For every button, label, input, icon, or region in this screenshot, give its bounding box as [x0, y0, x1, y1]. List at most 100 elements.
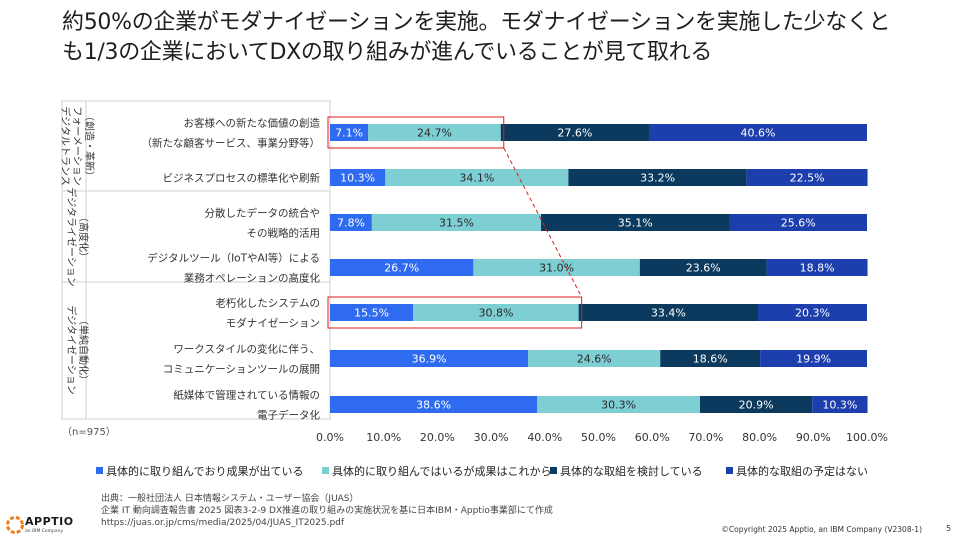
bar-segment — [330, 304, 414, 321]
data-label: 24.6% — [577, 353, 612, 366]
copyright-text: ©Copyright 2025 Apptio, an IBM Company (… — [721, 525, 922, 534]
data-label: 36.9% — [412, 353, 447, 366]
data-label: 7.8% — [337, 217, 365, 230]
x-tick-label: 0.0% — [316, 431, 344, 444]
x-tick-label: 70.0% — [688, 431, 723, 444]
x-tick-label: 10.0% — [366, 431, 401, 444]
bar-segment — [648, 124, 867, 141]
data-label: 34.1% — [459, 172, 494, 185]
title-line-1: 約50%の企業がモダナイゼーションを実施。モダナイゼーションを実施した少なくと — [62, 10, 891, 35]
bar-segment — [578, 304, 758, 321]
bar-segment — [699, 396, 813, 413]
data-label: 35.1% — [618, 217, 653, 230]
page-title: 約50%の企業がモダナイゼーションを実施。モダナイゼーションを実施した少なくと … — [62, 8, 942, 68]
data-label: 15.5% — [354, 307, 389, 320]
data-label: 19.9% — [796, 353, 831, 366]
bar-segment — [368, 124, 501, 141]
legend-label: 具体的な取組の予定はない — [736, 465, 868, 478]
group-label: （高度化） — [77, 212, 90, 262]
bar-segment — [371, 214, 542, 231]
legend-item: 具体的に取り組んでおり成果が出ている — [96, 463, 303, 479]
legend-label: 具体的に取り組んでおり成果が出ている — [106, 465, 304, 478]
legend-item: 具体的な取組の予定はない — [726, 463, 868, 479]
bar-segment — [473, 259, 640, 276]
highlight-connector — [503, 147, 583, 298]
category-label: 電子データ化 — [257, 409, 320, 422]
x-tick-label: 60.0% — [635, 431, 670, 444]
x-tick-label: 90.0% — [796, 431, 831, 444]
data-label: 10.3% — [340, 172, 375, 185]
data-label: 30.8% — [478, 307, 513, 320]
logo-text: APPTIO — [25, 515, 74, 528]
x-tick-label: 80.0% — [742, 431, 777, 444]
source-line-2: 企業 IT 動向調査報告書 2025 図表3-2-9 DX推進の取り組みの実施状… — [101, 506, 553, 516]
bar-segment — [385, 169, 569, 186]
bar-segment — [330, 396, 538, 413]
data-label: 18.6% — [693, 353, 728, 366]
bar-segment — [330, 169, 386, 186]
data-label: 33.2% — [640, 172, 675, 185]
category-label: ワークスタイルの変化に伴う、 — [173, 343, 320, 356]
data-label: 20.3% — [795, 307, 830, 320]
category-label: 老朽化したシステムの — [215, 297, 320, 310]
category-label: 分散したデータの統合や — [205, 207, 321, 220]
data-label: 10.3% — [822, 399, 857, 412]
legend-swatch — [550, 467, 557, 474]
chart-legend: 具体的に取り組んでおり成果が出ている 具体的に取り組んではいるが成果はこれから 具体… — [96, 463, 896, 481]
bar-segment — [746, 169, 868, 186]
bar-segment — [528, 350, 661, 367]
x-tick-label: 100.0% — [846, 431, 888, 444]
category-label: 紙媒体で管理されている情報の — [173, 389, 320, 402]
data-label: 18.8% — [800, 262, 835, 275]
category-label: デジタルツール（IoTやAI等）による — [147, 252, 320, 265]
highlight-box — [327, 296, 583, 329]
legend-label: 具体的に取り組んではいるが成果はこれから — [332, 465, 552, 478]
category-label: （新たな顧客サービス、事業分野等） — [142, 137, 321, 150]
legend-swatch — [726, 467, 733, 474]
bar-segment — [413, 304, 579, 321]
bar-segment — [812, 396, 868, 413]
group-label: （創造・革新） — [83, 111, 96, 181]
data-label: 38.6% — [416, 399, 451, 412]
bar-segment — [330, 259, 474, 276]
bar-segment — [500, 124, 649, 141]
category-label: 業務オペレーションの高度化 — [184, 272, 321, 285]
data-label: 26.7% — [384, 262, 419, 275]
bar-segment — [766, 259, 868, 276]
data-label: 25.6% — [781, 217, 816, 230]
bar-segment — [541, 214, 730, 231]
category-label: コミュニケーションツールの展開 — [163, 364, 320, 376]
bar-segment — [639, 259, 767, 276]
bar-segment — [760, 350, 867, 367]
group-label: デジタルトランス — [59, 106, 72, 186]
source-note: 出典：一般社団法人 日本情報システム・ユーザー協会（JUAS） 企業 IT 動向… — [101, 493, 621, 529]
stacked-bar-chart: デジタルトランス フォーメーション （創造・革新） デジタライゼーション （高度化） デジ… — [59, 100, 888, 444]
apptio-logo: APPTIO an IBM Company — [6, 512, 76, 540]
category-label: お客様への新たな価値の創造 — [184, 117, 321, 130]
data-label: 23.6% — [686, 262, 721, 275]
category-label: その戦略的活用 — [247, 227, 321, 240]
legend-swatch — [96, 467, 103, 474]
data-label: 20.9% — [739, 399, 774, 412]
bar-segment — [330, 124, 369, 141]
data-label: 27.6% — [557, 127, 592, 140]
bar-segment — [330, 214, 372, 231]
data-label: 7.1% — [335, 127, 363, 140]
data-label: 22.5% — [790, 172, 825, 185]
x-tick-label: 30.0% — [474, 431, 509, 444]
highlight-box — [327, 116, 505, 149]
data-label: 30.3% — [601, 399, 636, 412]
group-label: （単純自動化） — [77, 315, 90, 385]
bar-segment — [330, 350, 529, 367]
category-label: モダナイゼーション — [226, 317, 320, 330]
group-label: デジタイゼーション — [65, 305, 78, 395]
bar-segment — [660, 350, 761, 367]
category-label: ビジネスプロセスの標準化や刷新 — [163, 172, 321, 185]
data-label: 31.5% — [439, 217, 474, 230]
title-line-2: も1/3の企業においてDXの取り組みが進んでいることが見て取れる — [62, 40, 713, 65]
legend-swatch — [322, 467, 329, 474]
apptio-logo-icon — [6, 516, 24, 534]
sample-size-note: （n=975） — [62, 426, 116, 438]
logo-subtext: an IBM Company — [25, 529, 64, 534]
bar-segment — [729, 214, 867, 231]
